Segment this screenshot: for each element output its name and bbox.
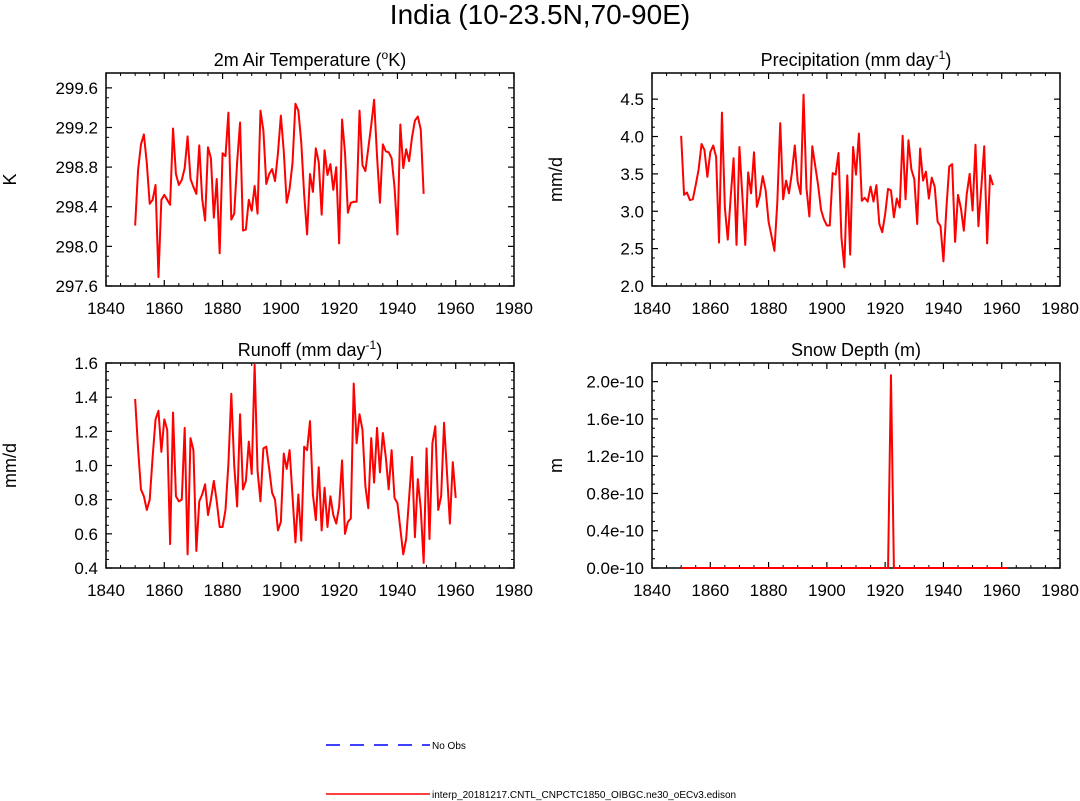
panel-title: Precipitation (mm day-1) bbox=[761, 48, 952, 70]
x-tick-label: 1960 bbox=[437, 299, 475, 318]
x-tick-label: 1920 bbox=[320, 299, 358, 318]
y-tick-label: 4.5 bbox=[620, 90, 644, 109]
x-tick-label: 1880 bbox=[750, 581, 788, 600]
x-tick-label: 1880 bbox=[204, 299, 242, 318]
figure-title: India (10-23.5N,70-90E) bbox=[390, 0, 690, 30]
y-axis-label: mm/d bbox=[546, 157, 566, 202]
x-tick-label: 1860 bbox=[691, 299, 729, 318]
y-tick-label: 299.6 bbox=[55, 79, 98, 98]
plot-frame bbox=[651, 362, 1061, 569]
x-tick-label: 1940 bbox=[925, 299, 963, 318]
x-tick-label: 1980 bbox=[495, 581, 533, 600]
panel-2: Runoff (mm day-1) mm/d 1840 1860 1880 1900 192… bbox=[0, 338, 533, 600]
x-tick-label: 1920 bbox=[320, 581, 358, 600]
x-tick-label: 1880 bbox=[204, 581, 242, 600]
y-tick-label: 3.5 bbox=[620, 165, 644, 184]
y-tick-label: 1.0 bbox=[74, 457, 98, 476]
panel-title: Snow Depth (m) bbox=[791, 340, 921, 360]
series-line-model bbox=[680, 93, 994, 269]
y-tick-label: 4.0 bbox=[620, 128, 644, 147]
y-tick-label: 0.8 bbox=[74, 491, 98, 510]
y-tick-label: 1.2e-10 bbox=[586, 447, 644, 466]
y-tick-label: 0.4 bbox=[74, 559, 98, 578]
x-tick-label: 1980 bbox=[1041, 581, 1079, 600]
x-tick-label: 1840 bbox=[633, 299, 671, 318]
panel-0: 2m Air Temperature (oK) K 1840 1860 1880 1900… bbox=[0, 48, 533, 318]
x-tick-label: 1860 bbox=[145, 581, 183, 600]
x-tick-label: 1920 bbox=[866, 299, 904, 318]
panel-3: Snow Depth (m) m 1840 1860 1880 1900 1920 1940 1… bbox=[546, 340, 1079, 600]
y-axis-label: mm/d bbox=[0, 443, 20, 488]
x-tick-label: 1840 bbox=[87, 581, 125, 600]
y-axis-label: m bbox=[546, 458, 566, 473]
x-tick-label: 1900 bbox=[808, 299, 846, 318]
y-tick-label: 299.2 bbox=[55, 118, 98, 137]
x-tick-label: 1960 bbox=[983, 299, 1021, 318]
y-tick-label: 298.0 bbox=[55, 237, 98, 256]
x-tick-label: 1940 bbox=[379, 299, 417, 318]
x-tick-label: 1860 bbox=[691, 581, 729, 600]
panel-1: Precipitation (mm day-1) mm/d 1840 1860 1880… bbox=[546, 48, 1079, 318]
x-tick-label: 1880 bbox=[750, 299, 788, 318]
x-tick-label: 1940 bbox=[925, 581, 963, 600]
y-tick-label: 2.0e-10 bbox=[586, 373, 644, 392]
y-tick-label: 2.0 bbox=[620, 277, 644, 296]
y-tick-label: 1.4 bbox=[74, 388, 98, 407]
y-tick-label: 1.6e-10 bbox=[586, 410, 644, 429]
panel-title: Runoff (mm day-1) bbox=[238, 338, 382, 360]
y-axis-label: K bbox=[0, 173, 20, 185]
x-tick-label: 1840 bbox=[87, 299, 125, 318]
legend: No Obs interp_20181217.CNTL_CNPCTC1850_O… bbox=[326, 741, 736, 801]
y-tick-label: 0.0e-10 bbox=[586, 559, 644, 578]
panels: 2m Air Temperature (oK) K 1840 1860 1880 1900… bbox=[0, 48, 1079, 600]
y-tick-label: 1.2 bbox=[74, 422, 98, 441]
x-tick-label: 1900 bbox=[262, 299, 300, 318]
legend-label-no-obs: No Obs bbox=[432, 741, 466, 752]
x-tick-label: 1920 bbox=[866, 581, 904, 600]
x-tick-label: 1860 bbox=[145, 299, 183, 318]
y-tick-label: 297.6 bbox=[55, 277, 98, 296]
y-tick-label: 0.8e-10 bbox=[586, 484, 644, 503]
y-tick-label: 1.6 bbox=[74, 354, 98, 373]
plot-frame bbox=[651, 72, 1061, 287]
x-tick-label: 1960 bbox=[437, 581, 475, 600]
y-tick-label: 0.4e-10 bbox=[586, 522, 644, 541]
x-tick-label: 1980 bbox=[1041, 299, 1079, 318]
legend-label-model: interp_20181217.CNTL_CNPCTC1850_OIBGC.ne… bbox=[432, 790, 736, 801]
panel-title: 2m Air Temperature (oK) bbox=[214, 48, 406, 70]
x-tick-label: 1980 bbox=[495, 299, 533, 318]
y-tick-label: 3.0 bbox=[620, 202, 644, 221]
x-tick-label: 1940 bbox=[379, 581, 417, 600]
x-tick-label: 1840 bbox=[633, 581, 671, 600]
x-tick-label: 1900 bbox=[262, 581, 300, 600]
y-tick-label: 298.8 bbox=[55, 158, 98, 177]
y-tick-label: 2.5 bbox=[620, 240, 644, 259]
x-tick-label: 1900 bbox=[808, 581, 846, 600]
x-tick-label: 1960 bbox=[983, 581, 1021, 600]
y-tick-label: 298.4 bbox=[55, 198, 98, 217]
y-tick-label: 0.6 bbox=[74, 525, 98, 544]
series-line-model bbox=[134, 98, 425, 279]
series-line-model bbox=[681, 374, 1008, 569]
series-line-model bbox=[134, 363, 457, 564]
